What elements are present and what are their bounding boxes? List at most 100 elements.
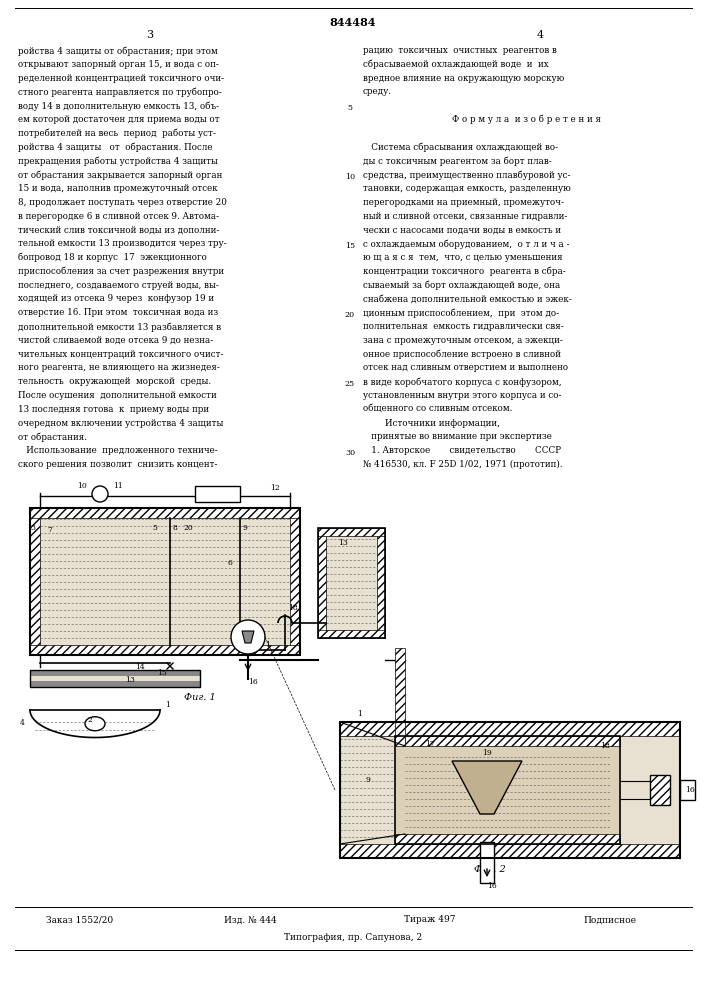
Text: ройства 4 защиты от обрастания; при этом: ройства 4 защиты от обрастания; при этом: [18, 46, 218, 55]
Text: 18: 18: [288, 604, 298, 612]
Text: 15: 15: [157, 669, 167, 677]
Text: 7: 7: [47, 526, 52, 534]
Text: общенного со сливным отсеком.: общенного со сливным отсеком.: [363, 405, 513, 414]
Text: потребителей на весь  период  работы уст-: потребителей на весь период работы уст-: [18, 129, 216, 138]
Bar: [30, 508, 40, 655]
Bar: [30, 670, 200, 687]
Text: от обрастания закрывается запорный орган: от обрастания закрывается запорный орган: [18, 170, 223, 180]
Bar: [395, 834, 620, 844]
Text: Тираж 497: Тираж 497: [404, 916, 456, 924]
Bar: [395, 736, 620, 844]
Text: ем которой достаточен для приема воды от: ем которой достаточен для приема воды от: [18, 115, 220, 124]
Text: 12: 12: [270, 484, 280, 492]
Text: 14: 14: [135, 663, 145, 671]
Text: Подписное: Подписное: [583, 916, 636, 924]
Bar: [30, 508, 300, 655]
Bar: [405, 736, 620, 746]
Text: Заказ 1552/20: Заказ 1552/20: [47, 916, 114, 924]
Text: 1. Авторское       свидетельство       СССР: 1. Авторское свидетельство СССР: [363, 446, 561, 455]
Bar: [620, 781, 650, 799]
Text: Фиг. 2: Фиг. 2: [474, 865, 506, 874]
Bar: [195, 486, 240, 502]
Text: чистой сливаемой воде отсека 9 до незна-: чистой сливаемой воде отсека 9 до незна-: [18, 336, 214, 345]
Text: 5: 5: [153, 524, 158, 532]
Text: ю щ а я с я  тем,  что, с целью уменьшения: ю щ а я с я тем, что, с целью уменьшения: [363, 253, 563, 262]
Text: 8: 8: [173, 524, 177, 532]
Text: в перегородке 6 в сливной отсек 9. Автома-: в перегородке 6 в сливной отсек 9. Автом…: [18, 212, 219, 221]
Text: ционным приспособлением,  при  этом до-: ционным приспособлением, при этом до-: [363, 308, 559, 318]
Bar: [340, 722, 680, 736]
Text: 9: 9: [243, 524, 247, 532]
Text: открывают запорный орган 15, и вода с оп-: открывают запорный орган 15, и вода с оп…: [18, 60, 219, 69]
Text: рацию  токсичных  очистных  реагентов в: рацию токсичных очистных реагентов в: [363, 46, 557, 55]
Text: 10: 10: [345, 173, 355, 181]
Text: 18: 18: [600, 742, 610, 750]
Text: Использование  предложенного техниче-: Использование предложенного техниче-: [18, 446, 218, 455]
Bar: [30, 670, 200, 687]
Text: № 416530, кл. F 25D 1/02, 1971 (прототип).: № 416530, кл. F 25D 1/02, 1971 (прототип…: [363, 460, 563, 469]
Bar: [318, 630, 385, 638]
Text: прекращения работы устройства 4 защиты: прекращения работы устройства 4 защиты: [18, 156, 218, 166]
Text: Ф о р м у л а  и з о б р е т е н и я: Ф о р м у л а и з о б р е т е н и я: [452, 115, 600, 124]
Text: 30: 30: [345, 449, 355, 457]
Text: 6: 6: [228, 559, 233, 567]
Polygon shape: [452, 761, 522, 814]
Text: чительных концентраций токсичного очист-: чительных концентраций токсичного очист-: [18, 350, 223, 359]
Text: 17: 17: [425, 740, 435, 748]
Text: в виде коробчатого корпуса с конфузором,: в виде коробчатого корпуса с конфузором,: [363, 377, 561, 387]
Text: снабжена дополнительной емкостью и эжек-: снабжена дополнительной емкостью и эжек-: [363, 294, 572, 303]
Text: принятые во внимание при экспертизе: принятые во внимание при экспертизе: [363, 432, 552, 441]
Bar: [377, 528, 385, 638]
Text: ределенной концентрацией токсичного очи-: ределенной концентрацией токсичного очи-: [18, 74, 224, 83]
Text: 8, продолжает поступать через отверстие 20: 8, продолжает поступать через отверстие …: [18, 198, 227, 207]
Text: 16: 16: [685, 786, 695, 794]
Text: бопровод 18 и корпус  17  эжекционного: бопровод 18 и корпус 17 эжекционного: [18, 253, 207, 262]
Text: полнительная  емкость гидравлически свя-: полнительная емкость гидравлически свя-: [363, 322, 563, 331]
Text: 13 последняя готова  к  приему воды при: 13 последняя готова к приему воды при: [18, 405, 209, 414]
Text: 25: 25: [345, 380, 355, 388]
Text: 20: 20: [183, 524, 193, 532]
Text: дополнительной емкости 13 разбавляется в: дополнительной емкости 13 разбавляется в: [18, 322, 221, 332]
Text: с охлаждаемым оборудованием,  о т л и ч а -: с охлаждаемым оборудованием, о т л и ч а…: [363, 239, 570, 249]
Text: стного реагента направляется по трубопро-: стного реагента направляется по трубопро…: [18, 87, 222, 97]
Text: от обрастания.: от обрастания.: [18, 432, 87, 442]
Text: После осушения  дополнительной емкости: После осушения дополнительной емкости: [18, 391, 217, 400]
Text: 1: 1: [266, 641, 271, 649]
Bar: [290, 508, 300, 655]
Text: приспособления за счет разрежения внутри: приспособления за счет разрежения внутри: [18, 267, 224, 276]
Text: сбрасываемой охлаждающей воде  и  их: сбрасываемой охлаждающей воде и их: [363, 60, 549, 69]
Text: тический слив токсичной воды из дополни-: тический слив токсичной воды из дополни-: [18, 225, 219, 234]
Bar: [340, 722, 680, 858]
Text: среду.: среду.: [363, 87, 392, 96]
Text: ройства 4 защиты   от  обрастания. После: ройства 4 защиты от обрастания. После: [18, 143, 213, 152]
Bar: [318, 528, 385, 536]
Text: 20: 20: [345, 311, 355, 319]
Bar: [680, 780, 695, 800]
Bar: [318, 528, 385, 638]
Text: 15 и вода, наполнив промежуточный отсек: 15 и вода, наполнив промежуточный отсек: [18, 184, 218, 193]
Text: воду 14 в дополнительную емкость 13, объ-: воду 14 в дополнительную емкость 13, объ…: [18, 101, 219, 111]
Text: тельность  окружающей  морской  среды.: тельность окружающей морской среды.: [18, 377, 211, 386]
Text: онное приспособление встроено в сливной: онное приспособление встроено в сливной: [363, 350, 561, 359]
Bar: [30, 508, 300, 655]
Text: 13: 13: [338, 539, 348, 547]
Bar: [30, 681, 200, 687]
Text: ды с токсичным реагентом за борт плав-: ды с токсичным реагентом за борт плав-: [363, 156, 551, 166]
Text: 15: 15: [345, 242, 355, 250]
Text: ного реагента, не влияющего на жизнедея-: ного реагента, не влияющего на жизнедея-: [18, 363, 220, 372]
Text: 2: 2: [88, 716, 93, 724]
Text: последнего, создаваемого струей воды, вы-: последнего, создаваемого струей воды, вы…: [18, 281, 219, 290]
Text: Фиг. 1: Фиг. 1: [184, 694, 216, 702]
Bar: [650, 775, 670, 805]
Text: концентрации токсичного  реагента в сбра-: концентрации токсичного реагента в сбра-: [363, 267, 566, 276]
Text: очередном включении устройства 4 защиты: очередном включении устройства 4 защиты: [18, 419, 223, 428]
Text: тановки, содержащая емкость, разделенную: тановки, содержащая емкость, разделенную: [363, 184, 571, 193]
Bar: [30, 645, 300, 655]
Text: ный и сливной отсеки, связанные гидравли-: ный и сливной отсеки, связанные гидравли…: [363, 212, 568, 221]
Text: 844484: 844484: [329, 16, 376, 27]
Ellipse shape: [85, 717, 105, 731]
Bar: [318, 528, 326, 638]
Text: Источники информации,: Источники информации,: [363, 419, 500, 428]
Text: 9: 9: [366, 776, 370, 784]
Bar: [30, 670, 200, 676]
